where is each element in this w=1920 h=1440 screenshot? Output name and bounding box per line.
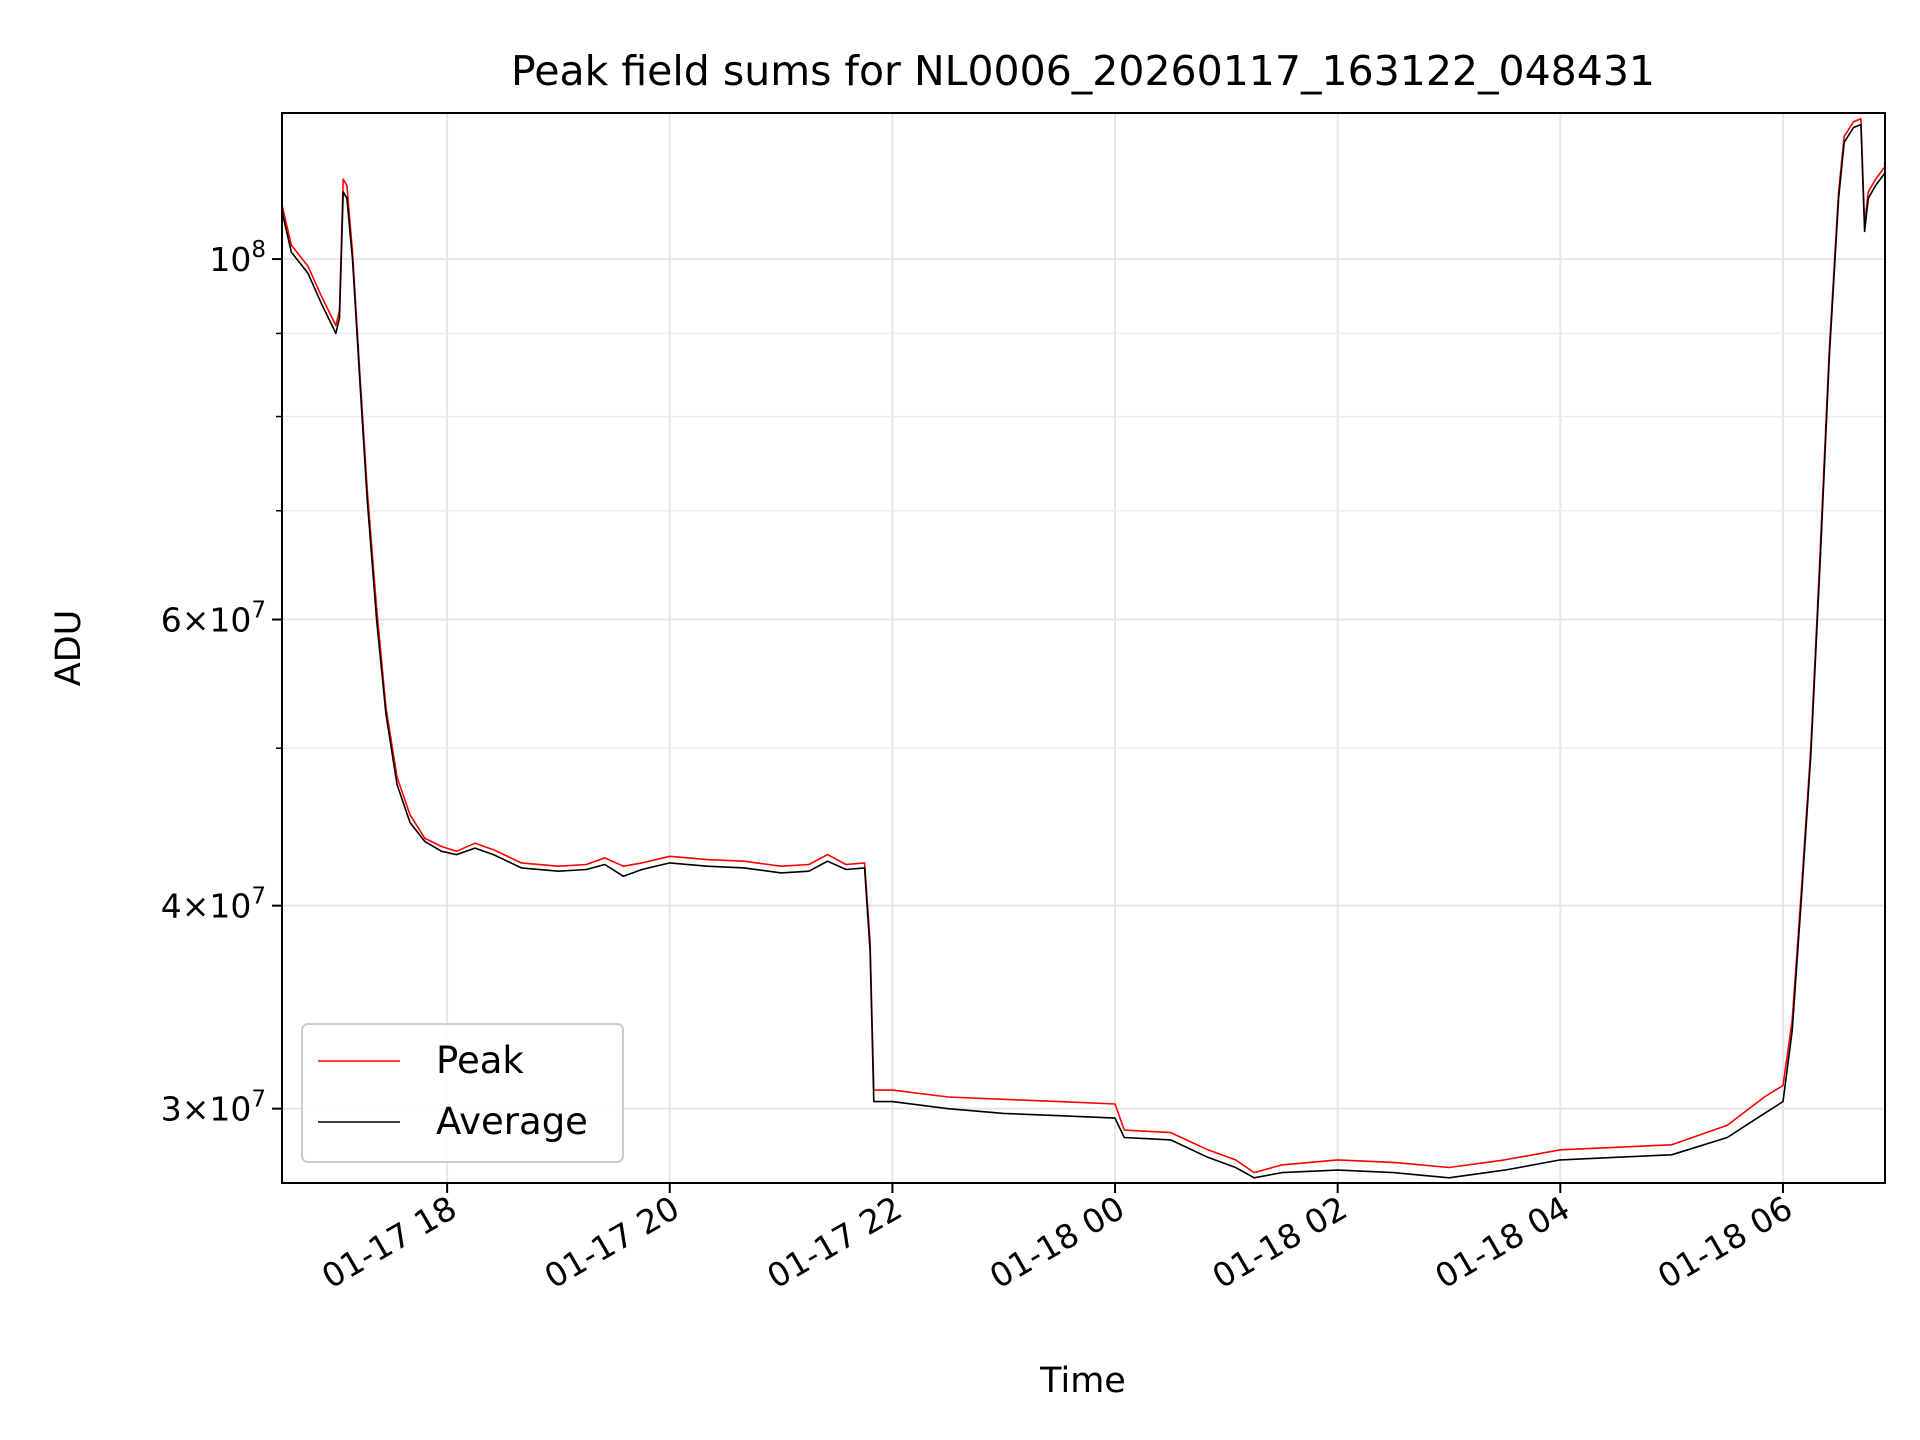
legend: Peak Average [302,1024,623,1162]
y-axis-label: ADU [49,610,89,687]
y-tick-label: 3×107 [161,1087,266,1129]
y-tick-label: 4×107 [161,884,266,926]
x-axis-label: Time [1039,1361,1126,1401]
chart-title: Peak field sums for NL0006_20260117_1631… [511,47,1655,95]
legend-label-average: Average [436,1100,588,1143]
legend-label-peak: Peak [436,1039,524,1082]
y-tick-label: 6×107 [161,598,266,640]
